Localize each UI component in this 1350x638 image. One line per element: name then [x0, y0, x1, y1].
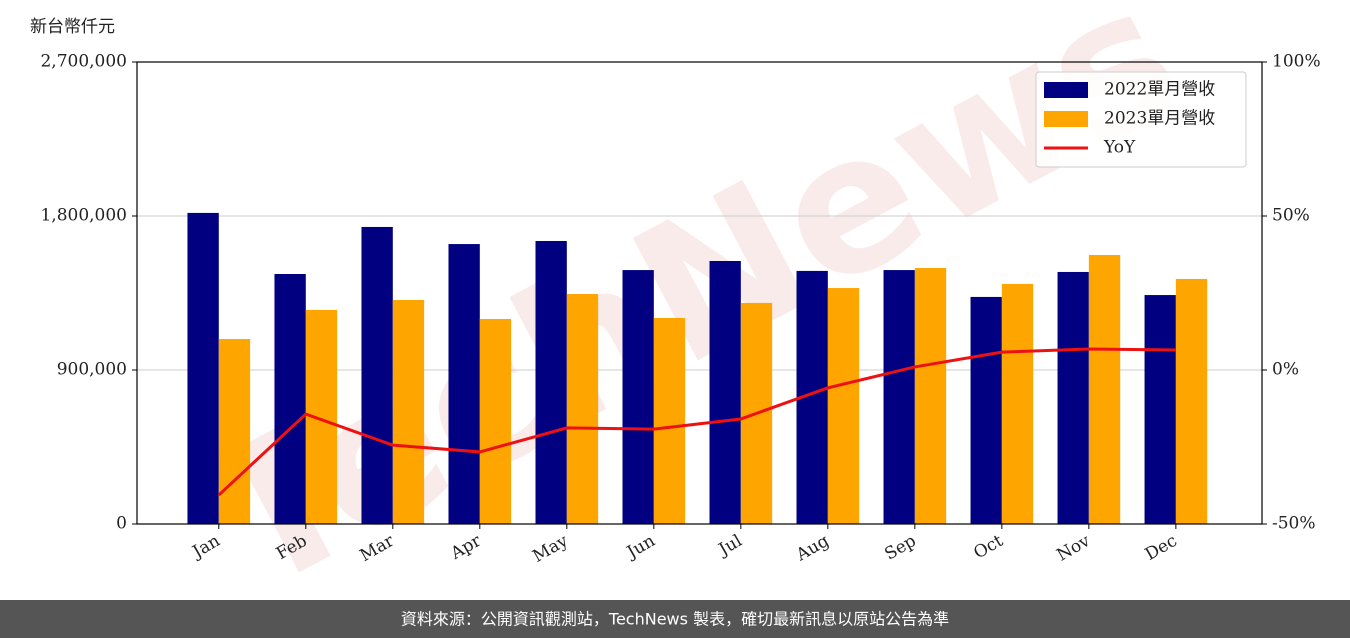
bar	[392, 300, 425, 524]
legend-label: 2022單月營收	[1104, 80, 1215, 100]
legend-box	[1035, 71, 1247, 168]
x-tick-label: Aug	[792, 531, 833, 566]
plot-frame	[136, 61, 1263, 525]
bar	[622, 270, 654, 524]
legend-label: YoY	[1103, 138, 1136, 158]
y-axis-label: 新台幣仟元	[30, 17, 115, 37]
bar	[827, 288, 860, 524]
y2-tick-label: 100%	[1272, 52, 1321, 72]
legend-label: 2023單月營收	[1104, 109, 1215, 129]
bar	[274, 274, 306, 524]
y-tick-label: 0	[116, 514, 127, 534]
bar	[218, 339, 251, 524]
bar	[1144, 295, 1176, 524]
x-tick-label: Jul	[714, 531, 746, 561]
x-tick-label: Dec	[1142, 531, 1181, 565]
bar	[479, 319, 512, 524]
bar	[883, 270, 915, 524]
legend-swatch	[1044, 82, 1088, 98]
bar	[653, 317, 686, 524]
x-tick-label: May	[529, 531, 572, 567]
x-tick-label: Oct	[970, 531, 1006, 564]
bar	[448, 244, 480, 524]
x-tick-label: Nov	[1054, 531, 1094, 566]
x-tick-label: Sep	[881, 531, 919, 565]
bar	[914, 268, 947, 524]
bar	[1057, 271, 1089, 524]
bar	[709, 261, 741, 524]
bar	[1088, 255, 1121, 524]
footer: 資料來源：公開資訊觀測站，TechNews 製表，確切最新訊息以原站公告為準	[401, 610, 949, 629]
footer-bar	[0, 600, 1350, 638]
bar	[535, 240, 567, 524]
bar	[970, 296, 1002, 524]
bar	[1175, 278, 1208, 524]
line	[217, 347, 1176, 497]
bar	[566, 294, 599, 524]
x-tick-label: Jan	[188, 531, 224, 563]
y2-tick-label: -50%	[1272, 514, 1316, 534]
y2-tick-label: 50%	[1272, 206, 1310, 226]
bar	[1001, 283, 1034, 524]
x-tick-label: Jun	[622, 531, 659, 564]
bar	[361, 226, 393, 524]
y2-tick-label: 0%	[1272, 360, 1299, 380]
y-tick-label: 1,800,000	[40, 206, 127, 226]
legend-swatch	[1044, 111, 1088, 127]
y-tick-label: 2,700,000	[40, 52, 127, 72]
y-tick-label: 900,000	[57, 360, 127, 380]
bar	[187, 212, 219, 525]
